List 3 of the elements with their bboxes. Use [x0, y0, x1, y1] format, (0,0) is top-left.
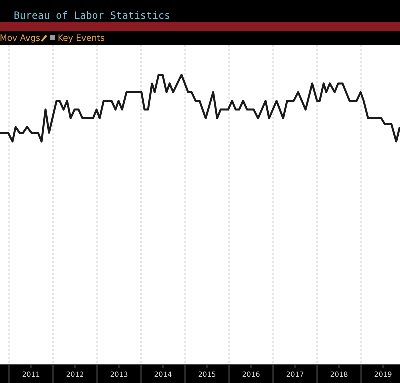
text: Key Events: [58, 34, 106, 44]
text: Mov Avgs: [0, 34, 42, 44]
chart-title: Bureau of Labor Statistics: [14, 11, 171, 22]
